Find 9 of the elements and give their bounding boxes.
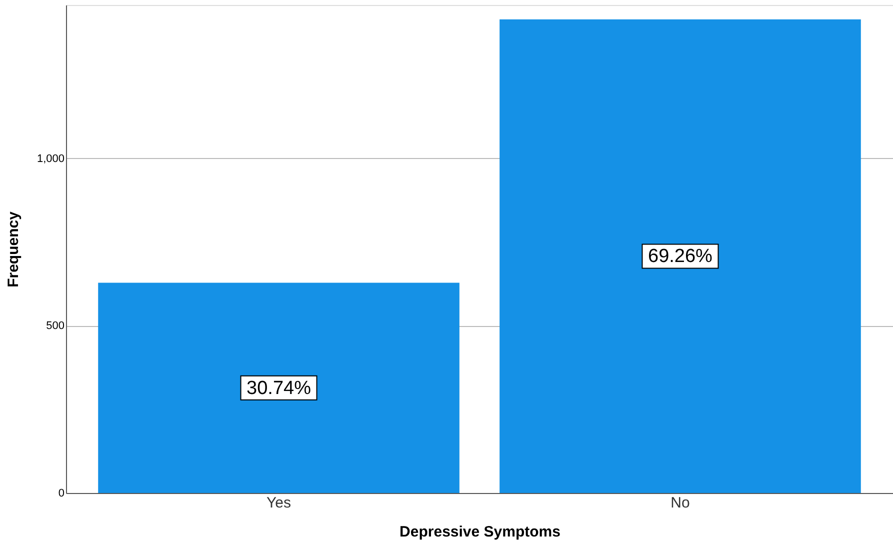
annotation: 30.74% [246, 378, 312, 399]
y-tick-label: 500 [46, 320, 64, 332]
x-axis-title: Depressive Symptoms [400, 524, 560, 540]
y-tick-label: 0 [58, 488, 64, 500]
x-tick-label: No [670, 494, 690, 512]
y-axis-title: Frequency [4, 210, 22, 288]
x-tick-label: Yes [266, 494, 292, 512]
annotation: 69.26% [648, 246, 713, 268]
y-tick-label: 1,000 [36, 152, 64, 165]
